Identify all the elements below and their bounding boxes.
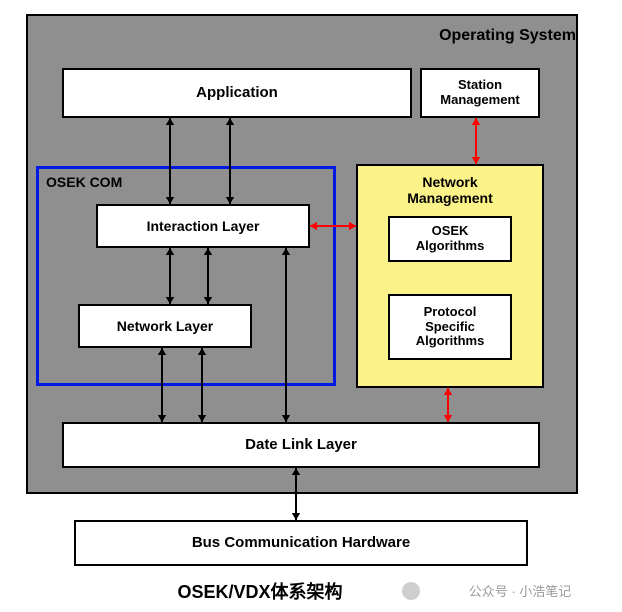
label-caption: OSEK/VDX体系架构 bbox=[130, 578, 390, 606]
wechat-icon bbox=[402, 582, 420, 600]
label-osek_alg: OSEK Algorithms bbox=[388, 216, 512, 262]
label-application: Application bbox=[62, 68, 412, 118]
label-watermark: 公众号 · 小浩笔记 bbox=[420, 580, 620, 604]
label-bus: Bus Communication Hardware bbox=[74, 520, 528, 566]
label-nm: Network Management bbox=[356, 168, 544, 212]
label-interaction: Interaction Layer bbox=[96, 204, 310, 248]
label-network_layer: Network Layer bbox=[78, 304, 252, 348]
label-proto_alg: Protocol Specific Algorithms bbox=[388, 294, 512, 360]
label-station_mgmt: Station Management bbox=[420, 68, 540, 118]
label-osekcom: OSEK COM bbox=[46, 172, 166, 192]
diagram-stage: Operating System ApplicationStation Manag… bbox=[0, 0, 622, 612]
label-datalink: Date Link Layer bbox=[62, 422, 540, 468]
label-os_title: Operating System bbox=[376, 24, 576, 48]
